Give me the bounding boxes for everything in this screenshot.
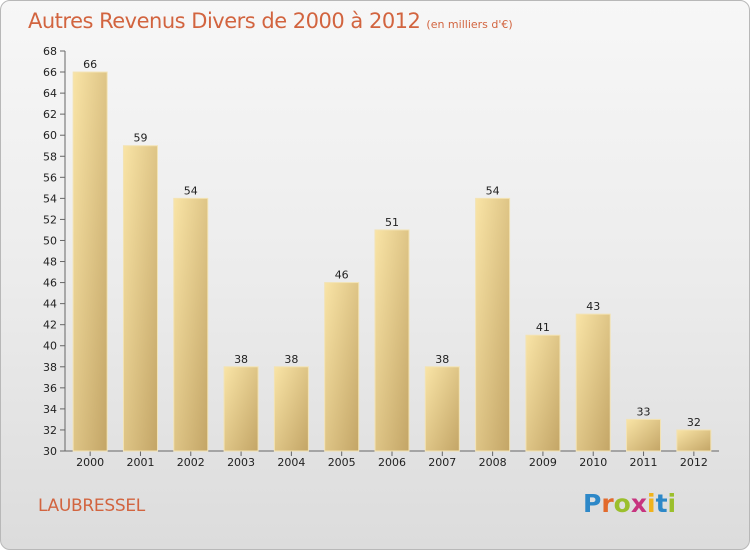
- logo-letter: x: [630, 489, 647, 518]
- y-tick-label: 32: [43, 424, 57, 437]
- x-tick-label: 2010: [579, 456, 607, 469]
- y-tick-label: 48: [43, 256, 57, 269]
- logo-letter: i: [667, 489, 677, 518]
- x-tick-label: 2002: [177, 456, 205, 469]
- value-labels: 66 59 54 38 38 46 51 38 54 41 43 33 32: [83, 58, 701, 429]
- bar-value-label: 54: [486, 184, 500, 197]
- y-tick-label: 36: [43, 382, 57, 395]
- logo-letter: P: [583, 489, 602, 518]
- x-tick-label: 2000: [76, 456, 104, 469]
- bar: [575, 313, 611, 452]
- bar-value-label: 38: [284, 353, 298, 366]
- logo-letter: t: [655, 489, 668, 518]
- commune-name: LAUBRESSEL: [38, 496, 145, 516]
- y-tick-label: 56: [43, 171, 57, 184]
- bar: [273, 366, 309, 452]
- y-tick-label: 68: [43, 45, 57, 58]
- bar-value-label: 59: [133, 132, 147, 145]
- x-tick-label: 2012: [680, 456, 708, 469]
- logo-letter: i: [647, 489, 656, 518]
- y-tick-label: 60: [43, 129, 57, 142]
- y-tick-label: 64: [43, 87, 57, 100]
- y-tick-label: 54: [43, 192, 57, 205]
- bar-value-label: 66: [83, 58, 97, 71]
- bars: [72, 71, 712, 452]
- logo-letter: r: [601, 489, 614, 518]
- y-tick-label: 46: [43, 277, 57, 290]
- x-tick-label: 2005: [328, 456, 356, 469]
- y-tick-label: 58: [43, 150, 57, 163]
- bar-value-label: 51: [385, 216, 399, 229]
- chart-unit: (en milliers d'€): [426, 18, 513, 31]
- bar-value-label: 46: [335, 269, 349, 282]
- y-tick-label: 30: [43, 445, 57, 458]
- logo-letter: o: [613, 489, 631, 518]
- bar: [122, 145, 158, 452]
- y-tick-label: 50: [43, 234, 57, 247]
- chart-title: Autres Revenus Divers de 2000 à 2012: [28, 9, 421, 33]
- y-tick-label: 44: [43, 298, 57, 311]
- y-tick-label: 66: [43, 66, 57, 79]
- bar: [424, 366, 460, 452]
- bar: [374, 229, 410, 452]
- bar: [475, 197, 511, 452]
- bar: [676, 429, 712, 452]
- y-tick-label: 38: [43, 361, 57, 374]
- chart-title-row: Autres Revenus Divers de 2000 à 2012 (en …: [28, 9, 513, 33]
- x-tick-label: 2011: [630, 456, 658, 469]
- x-tick-label: 2006: [378, 456, 406, 469]
- y-axis: 30 32 34 36 38 40 42 44 46 48 50 52 54 56 58 60 62 64 66 68: [43, 45, 66, 458]
- x-axis: 2000 2001 2002 2003 2004 2005 2006 2007 2008 2009…: [65, 450, 719, 469]
- bar-value-label: 32: [687, 416, 701, 429]
- y-tick-label: 40: [43, 340, 57, 353]
- bar-value-label: 54: [184, 184, 198, 197]
- y-tick-label: 34: [43, 403, 57, 416]
- bar-value-label: 41: [536, 321, 550, 334]
- x-tick-label: 2003: [227, 456, 255, 469]
- bar-value-label: 43: [586, 300, 600, 313]
- x-tick-label: 2009: [529, 456, 557, 469]
- x-tick-label: 2007: [428, 456, 456, 469]
- y-tick-label: 62: [43, 108, 57, 121]
- bar: [72, 71, 108, 452]
- bar-value-label: 38: [435, 353, 449, 366]
- bar: [324, 282, 360, 452]
- y-tick-label: 52: [43, 213, 57, 226]
- bar: [626, 418, 662, 452]
- y-tick-label: 42: [43, 319, 57, 332]
- bar: [173, 197, 209, 452]
- bar-value-label: 38: [234, 353, 248, 366]
- bar-value-label: 33: [637, 405, 651, 418]
- bar: [525, 334, 561, 452]
- x-tick-label: 2001: [126, 456, 154, 469]
- proxiti-logo[interactable]: Proxiti: [583, 489, 676, 518]
- x-tick-label: 2004: [277, 456, 305, 469]
- x-tick-label: 2008: [479, 456, 507, 469]
- bar: [223, 366, 259, 452]
